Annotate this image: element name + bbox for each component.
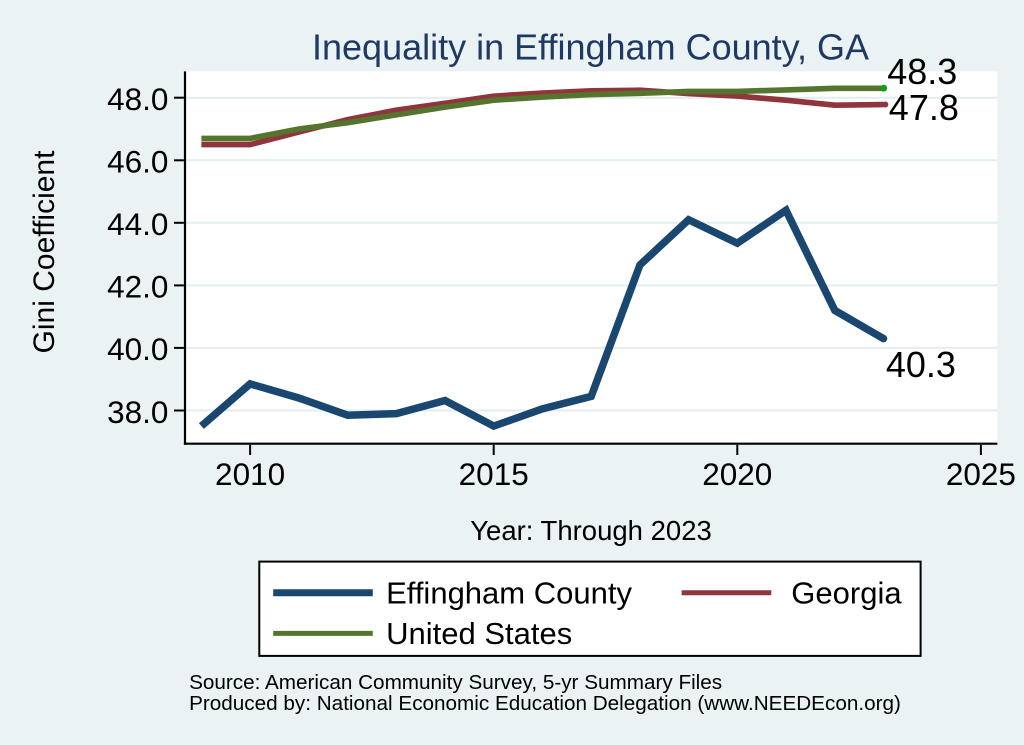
svg-text:2010: 2010 [215, 456, 285, 492]
svg-text:2025: 2025 [946, 456, 1016, 492]
svg-text:Produced by: National Economic: Produced by: National Economic Education… [189, 692, 901, 715]
svg-text:2020: 2020 [702, 456, 772, 492]
svg-text:Inequality in Effingham County: Inequality in Effingham County, GA [312, 27, 869, 68]
svg-text:42.0: 42.0 [107, 269, 168, 305]
svg-text:44.0: 44.0 [107, 206, 168, 242]
svg-text:38.0: 38.0 [107, 394, 168, 430]
svg-text:2015: 2015 [459, 456, 529, 492]
svg-text:48.3: 48.3 [887, 51, 957, 92]
svg-text:47.8: 47.8 [889, 87, 959, 128]
svg-text:40.0: 40.0 [107, 331, 168, 367]
svg-text:United States: United States [386, 616, 572, 651]
svg-text:40.3: 40.3 [886, 344, 956, 385]
svg-text:48.0: 48.0 [107, 81, 168, 117]
svg-text:Georgia: Georgia [791, 576, 902, 611]
svg-text:Source: American Community Sur: Source: American Community Survey, 5-yr … [189, 671, 722, 694]
svg-text:46.0: 46.0 [107, 144, 168, 180]
svg-text:Effingham County: Effingham County [386, 576, 632, 611]
svg-text:Year: Through 2023: Year: Through 2023 [470, 515, 712, 546]
svg-text:Gini Coefficient: Gini Coefficient [28, 150, 61, 354]
